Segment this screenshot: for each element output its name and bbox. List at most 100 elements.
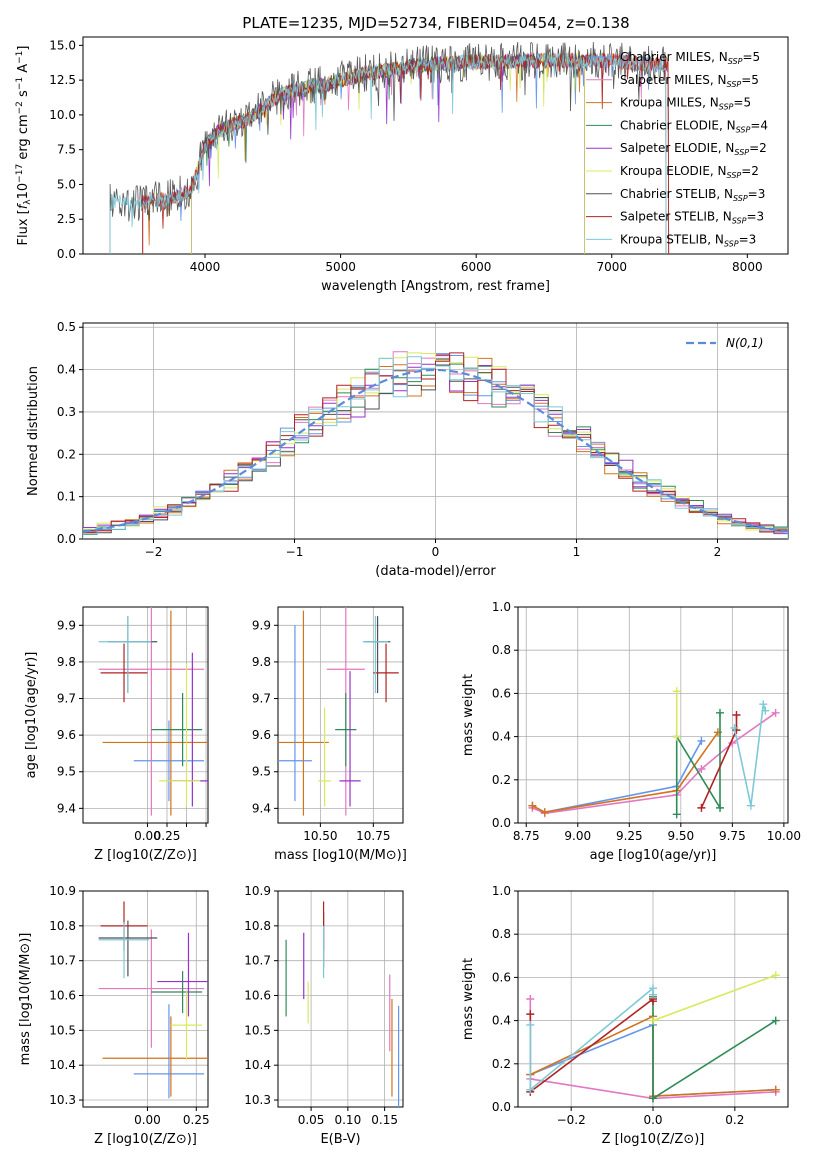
y-tick-label: 0.4: [492, 730, 511, 744]
y-tick-label: 0.4: [492, 1014, 511, 1028]
y-tick-label: 0.0: [492, 816, 511, 830]
errorbars: [98, 901, 208, 1099]
x-axis-label: mass [log10(M/M⊙)]: [274, 848, 407, 863]
weight-point: [697, 736, 706, 745]
histograms: [83, 351, 788, 539]
x-tick-label: 6000: [461, 260, 492, 274]
x-axis-label: Z [log10(Z/Z⊙)]: [94, 848, 197, 863]
weight-point: [672, 810, 681, 819]
weight-point: [526, 1010, 535, 1019]
errorbar-point: [170, 990, 203, 1060]
spectrum-line: [142, 52, 670, 254]
errorbar-point: [102, 610, 208, 816]
y-axis-label: mass weight: [461, 674, 476, 756]
x-tick-label: 0.25: [154, 829, 181, 843]
weight-lines: [528, 687, 780, 819]
errorbar-point: [339, 671, 361, 807]
y-tick-label: 15.0: [49, 38, 76, 52]
weight-point: [761, 706, 770, 715]
y-axis-label: age [log10(age/yr)]: [24, 652, 39, 779]
y-tick-label: 10.6: [49, 989, 76, 1003]
x-tick-label: 0.00: [134, 1113, 161, 1127]
x-tick-label: 2: [714, 545, 722, 559]
errorbar-point: [151, 971, 203, 1013]
weight-point: [715, 803, 724, 812]
legend-entry: Chabrier STELIB, NSSP=3: [620, 187, 765, 203]
y-tick-label: 10.6: [244, 989, 271, 1003]
spectrum-legend: Chabrier MILES, NSSP=5 Salpeter MILES, NS…: [586, 50, 768, 248]
weight-line: [652, 974, 776, 1022]
axes-frame: [82, 890, 209, 1108]
y-tick-label: 9.7: [252, 692, 271, 706]
x-tick-label: 0.00: [134, 829, 161, 843]
x-tick-label: 10.75: [356, 829, 390, 843]
x-tick-label: 0: [432, 545, 440, 559]
x-tick-label: −2: [145, 545, 163, 559]
x-axis-label: age [log10(age/yr)]: [590, 848, 717, 863]
weight-point: [672, 732, 681, 741]
weight-vs-metallicity-panel: −0.2 0.0 0.2 0.0 0.2 0.4 0.6 0.8 1.0 Z [log10(Z/Z…: [461, 884, 789, 1147]
figure-title: PLATE=1235, MJD=52734, FIBERID=0454, z=0…: [242, 14, 629, 32]
errorbar-point: [373, 643, 399, 703]
y-tick-label: 0.8: [492, 927, 511, 941]
y-axis-label: mass weight: [461, 958, 476, 1040]
x-tick-label: 9.50: [667, 829, 694, 843]
legend-entry: Kroupa MILES, NSSP=5: [620, 96, 751, 112]
weight-point: [771, 1085, 780, 1094]
weight-point: [649, 1016, 657, 1025]
weight-line: [700, 715, 738, 809]
axes-frame: [277, 890, 404, 1108]
errorbar-point: [362, 616, 389, 694]
y-tick-label: 10.8: [244, 919, 271, 933]
legend-entry: Kroupa STELIB, NSSP=3: [620, 232, 756, 248]
y-tick-label: 10.5: [49, 1023, 76, 1037]
y-tick-label: 10.4: [49, 1058, 76, 1072]
errorbar-point: [151, 693, 203, 767]
weight-point: [746, 801, 755, 810]
y-tick-label: 9.4: [252, 801, 271, 815]
y-tick-label: 9.9: [252, 618, 271, 632]
errorbar-point: [100, 643, 148, 703]
spectrum-line: [109, 41, 667, 254]
x-tick-label: 9.25: [616, 829, 643, 843]
x-axis-label: (data-model)/error: [375, 564, 496, 579]
errorbar-point: [98, 929, 205, 1048]
weight-point: [649, 990, 657, 999]
x-axis-label: Z [log10(Z/Z⊙)]: [602, 1132, 705, 1147]
y-tick-label: 9.8: [57, 655, 76, 669]
y-tick-label: 9.5: [57, 765, 76, 779]
weight-line: [529, 986, 654, 1092]
x-tick-label: 0.25: [183, 1113, 210, 1127]
weight-point: [771, 708, 780, 717]
y-tick-label: 1.0: [492, 600, 511, 614]
weight-line: [529, 997, 654, 1094]
weight-line: [652, 996, 777, 1100]
weight-point: [759, 700, 768, 709]
weight-point: [732, 711, 741, 719]
weight-line: [675, 712, 721, 815]
weight-point: [697, 765, 706, 773]
errorbar-point: [278, 625, 312, 802]
x-tick-label: 5000: [325, 260, 356, 274]
weight-point: [672, 687, 681, 696]
legend-entry: Chabrier MILES, NSSP=5: [620, 50, 760, 66]
y-tick-label: 0.2: [492, 773, 511, 787]
weight-point: [526, 1085, 535, 1094]
weight-point: [697, 803, 706, 812]
legend-entry: Kroupa ELODIE, NSSP=2: [620, 164, 759, 180]
x-tick-label: 0.2: [725, 1113, 744, 1127]
weight-line: [532, 731, 719, 814]
y-tick-label: 12.5: [49, 73, 76, 87]
y-tick-label: 5.0: [57, 177, 76, 191]
y-tick-label: 0.0: [57, 532, 76, 546]
x-tick-label: 0.05: [298, 1113, 325, 1127]
weight-point: [528, 801, 537, 810]
y-tick-label: 9.8: [252, 655, 271, 669]
errorbar-point: [102, 1016, 208, 1097]
errorbar-point: [278, 610, 329, 816]
x-tick-label: 9.00: [564, 829, 591, 843]
y-tick-label: 10.8: [49, 919, 76, 933]
y-tick-label: 10.3: [49, 1093, 76, 1107]
x-tick-label: 8.75: [513, 829, 540, 843]
